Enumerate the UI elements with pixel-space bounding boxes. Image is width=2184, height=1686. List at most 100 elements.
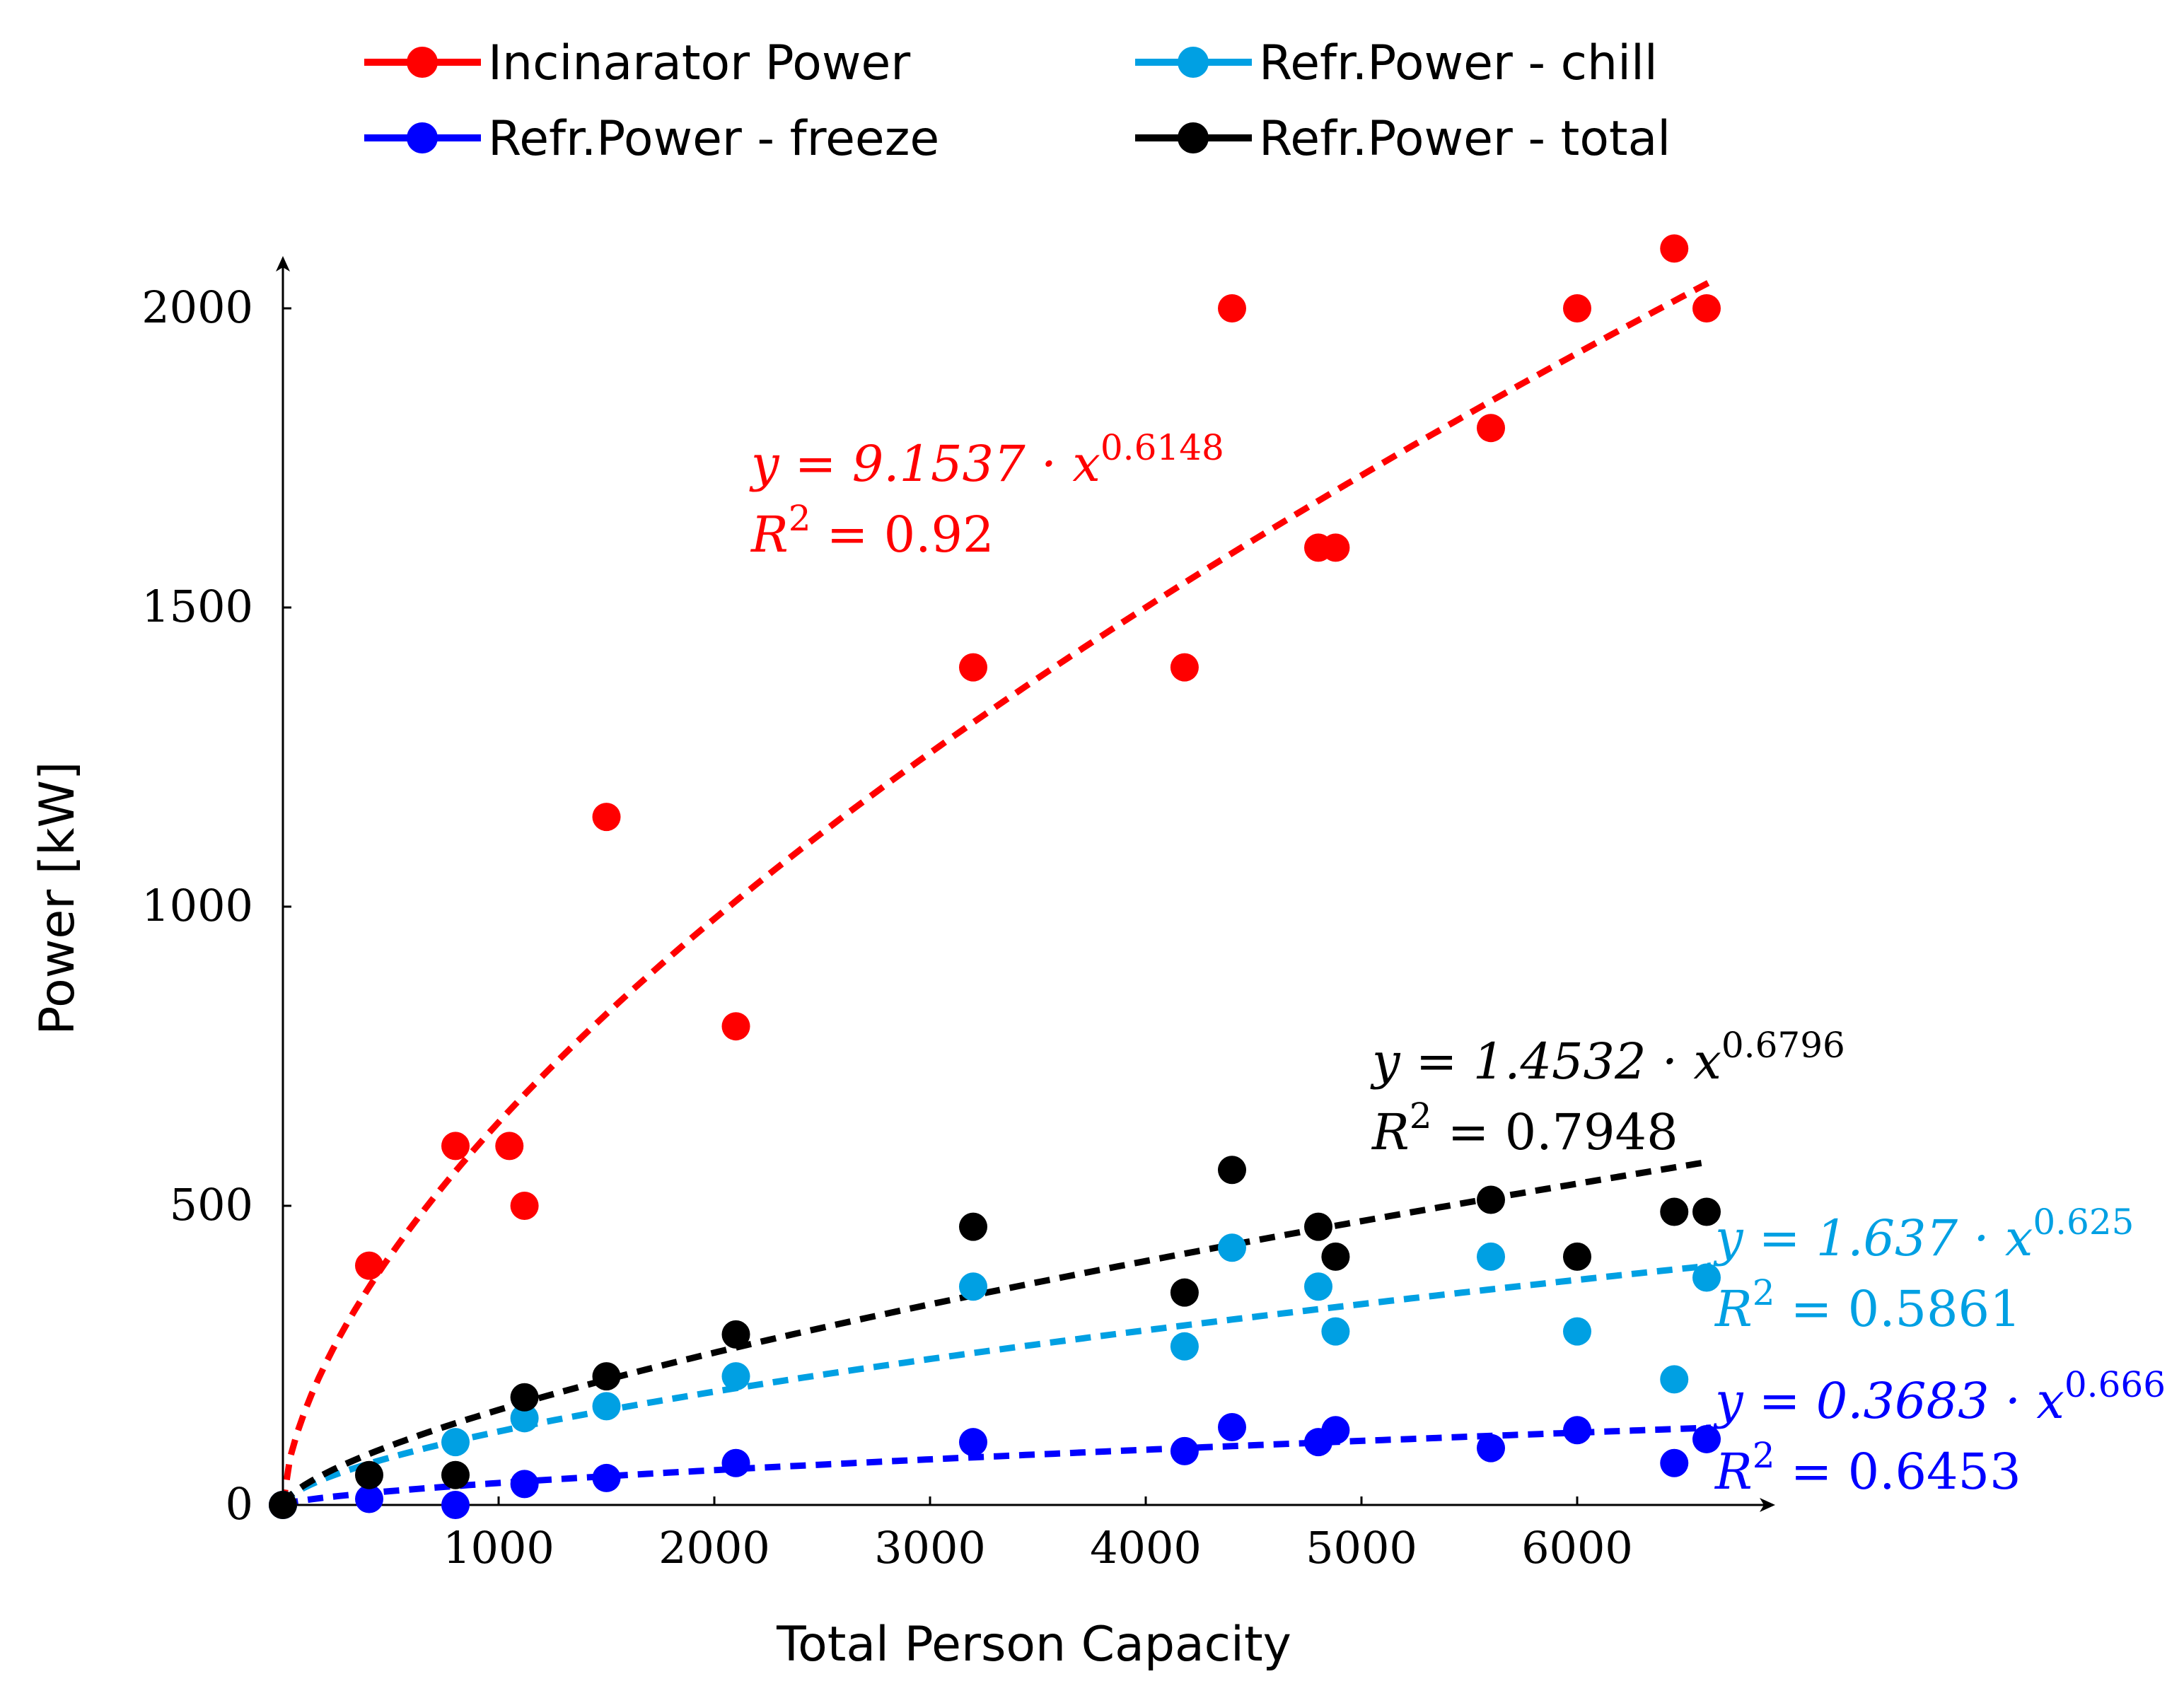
y-axis-title: Power [kW] [30,762,86,1035]
x-tick-label: 4000 [1090,1522,1202,1574]
data-point [721,1012,750,1041]
data-point [592,1362,621,1391]
legend-item: Refr.Power - chill [1135,35,1658,91]
legend-marker [1178,122,1209,153]
data-point [1218,1413,1246,1442]
data-point [721,1448,750,1477]
x-tick-label: 2000 [658,1522,770,1574]
data-point [1563,1242,1591,1271]
data-point [1321,1317,1350,1346]
data-point [1304,1212,1332,1241]
fit-r2-text: R2 = 0.6453 [1714,1435,2021,1501]
data-point [721,1320,750,1349]
x-axis-arrow [1760,1498,1775,1512]
data-point [510,1192,539,1220]
fit-r2-text: R2 = 0.92 [750,498,994,564]
data-point [1477,1185,1505,1214]
legend-label: Refr.Power - chill [1259,35,1658,91]
data-point [355,1251,383,1280]
data-point [269,1491,297,1519]
fit-curve [280,1262,1712,1507]
data-point [1321,1416,1350,1445]
fit-curve [279,279,1713,1506]
fit-equation-text: y = 9.1537 · x0.6148 [749,427,1224,493]
legend-marker [407,122,438,153]
data-point [495,1132,524,1161]
data-point [1660,1197,1689,1226]
y-tick-label: 1000 [141,880,253,931]
legend-label: Refr.Power - freeze [488,111,939,167]
data-point [1660,234,1689,263]
legend-label: Incinarator Power [488,35,910,91]
y-axis-arrow [276,256,290,272]
data-point [959,653,987,682]
data-point [1692,1424,1721,1453]
data-point [441,1460,470,1489]
legend-item: Incinarator Power [364,35,910,91]
fit-equation-text: y = 1.4532 · x0.6796 [1370,1025,1845,1091]
data-point [1218,294,1246,322]
data-point [1321,1242,1350,1271]
fit-r2-text: R2 = 0.7948 [1371,1095,1678,1161]
data-point [1304,1272,1332,1301]
data-point [1477,1242,1505,1271]
data-point [441,1491,470,1519]
data-point [1321,533,1350,562]
data-point [1477,1434,1505,1463]
legend-label: Refr.Power - total [1259,111,1671,167]
data-point [441,1132,470,1161]
fit-equation-text: y = 0.3683 · x0.666 [1713,1364,2166,1430]
data-point [1170,653,1199,682]
data-point [510,1404,539,1433]
data-point [1170,1332,1199,1361]
data-point [441,1428,470,1457]
y-tick-label: 500 [170,1179,253,1231]
data-point [592,803,621,832]
data-point [510,1383,539,1412]
data-point [1563,294,1591,322]
data-point [721,1362,750,1391]
legend-item: Refr.Power - freeze [364,111,939,167]
legend-marker [1178,47,1209,78]
data-point [1218,1233,1246,1262]
data-point [355,1484,383,1513]
x-tick-label: 6000 [1521,1522,1633,1574]
data-point [592,1392,621,1421]
data-point [959,1212,987,1241]
data-point [1218,1156,1246,1185]
data-point [959,1428,987,1457]
data-point [1660,1448,1689,1477]
data-point [1563,1416,1591,1445]
fit-equation-text: y = 1.637 · x0.625 [1713,1202,2134,1267]
data-point [1692,1263,1721,1292]
y-tick-label: 0 [226,1478,253,1530]
x-axis-title: Total Person Capacity [776,1617,1291,1673]
legend-marker [407,47,438,78]
data-point [1563,1317,1591,1346]
data-point [1170,1436,1199,1465]
data-point [592,1463,621,1492]
x-tick-label: 1000 [443,1522,554,1574]
data-point [1170,1278,1199,1307]
data-point [1660,1365,1689,1394]
data-point [1477,414,1505,443]
axes [276,256,1775,1512]
x-tick-label: 5000 [1306,1522,1417,1574]
x-tick-label: 3000 [874,1522,986,1574]
y-tick-label: 1500 [141,581,253,632]
ticks: 1000 2000 3000 4000 5000 6000 0 500 1000 1500 2000 [141,281,1633,1574]
data-point [959,1272,987,1301]
data-point [1692,294,1721,322]
data-point [355,1460,383,1489]
fit-r2-text: R2 = 0.5861 [1714,1272,2021,1338]
data-point [1692,1197,1721,1226]
legend: Incinarator Power Refr.Power - freeze Refr… [364,35,1671,167]
data-points [269,234,1721,1519]
legend-item: Refr.Power - total [1135,111,1671,167]
